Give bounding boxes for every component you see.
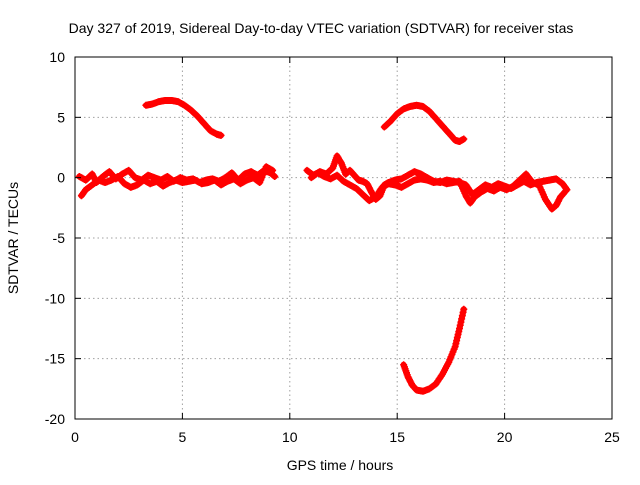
y-tick-label: -20 — [45, 411, 65, 427]
data-point — [269, 166, 277, 174]
x-tick-label: 10 — [282, 429, 298, 445]
grid-lines — [75, 57, 612, 419]
y-tick-label: -10 — [45, 290, 65, 306]
chart-title: Day 327 of 2019, Sidereal Day-to-day VTE… — [69, 20, 574, 36]
y-axis-label: SDTVAR / TECUs — [5, 182, 21, 294]
data-point — [460, 135, 468, 143]
data-point — [460, 305, 468, 313]
data-point — [271, 172, 279, 180]
x-tick-label: 15 — [389, 429, 405, 445]
x-tick-label: 0 — [71, 429, 79, 445]
x-axis-label: GPS time / hours — [287, 457, 394, 473]
y-tick-label: 10 — [49, 49, 65, 65]
y-tick-label: 5 — [57, 109, 65, 125]
x-tick-label: 25 — [604, 429, 620, 445]
y-tick-label: 0 — [57, 170, 65, 186]
y-tick-label: -5 — [53, 230, 66, 246]
x-tick-label: 20 — [497, 429, 513, 445]
data-series — [75, 96, 571, 395]
data-point — [561, 188, 569, 196]
data-point — [217, 131, 225, 139]
y-tick-label: -15 — [45, 351, 65, 367]
x-tick-label: 5 — [179, 429, 187, 445]
axes: 0 5 10 15 20 25 -20 -15 -10 -5 0 5 10 — [45, 49, 620, 445]
